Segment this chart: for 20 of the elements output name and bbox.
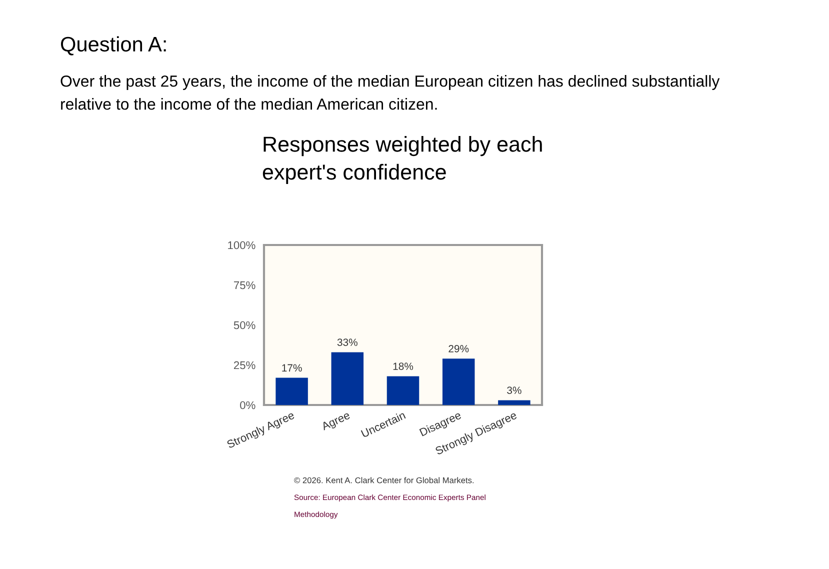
text: © 2026. Kent A. Clark Center for Global Markets. — [294, 477, 474, 484]
data-label: 3% — [507, 386, 522, 394]
bar — [498, 400, 530, 405]
y-tick-label: 75% — [234, 281, 256, 290]
bar — [386, 376, 420, 405]
data-label: 17% — [282, 364, 302, 372]
y-tick-label: 50% — [234, 321, 256, 330]
bar — [331, 352, 364, 405]
bar — [442, 358, 475, 405]
text: Question A: — [60, 36, 166, 56]
y-tick-label: 0% — [240, 401, 256, 410]
text: Over the past 25 years, the income of the median European citizen has declined substantially relative to the income of the median American citizen. — [60, 75, 720, 110]
data-label: 18% — [393, 362, 414, 370]
y-tick-label: 25% — [234, 361, 256, 370]
x-tick-label: Agree — [320, 411, 352, 432]
data-label: 29% — [448, 345, 469, 352]
chart-title: Responses weighted by each expert's confidence — [262, 136, 542, 184]
y-tick-label: 100% — [228, 241, 256, 250]
bar — [276, 378, 308, 405]
data-label: 33% — [337, 338, 358, 346]
